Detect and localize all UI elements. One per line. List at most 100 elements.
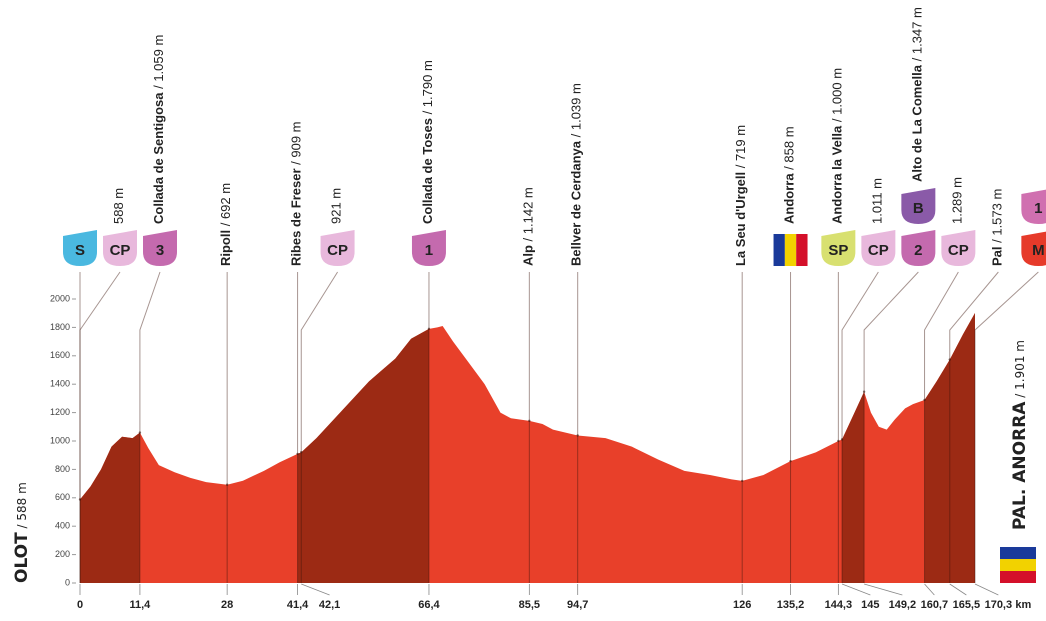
flag-stripe <box>1000 547 1036 559</box>
waypoint-label: La Seu d'Urgell / 719 m <box>734 125 749 266</box>
y-tick-label: 0 <box>65 577 70 587</box>
flag-stripe <box>1000 571 1036 583</box>
x-tick-label: 0 <box>77 599 83 611</box>
start-elevation: 588 m <box>15 482 29 520</box>
badge-text: CP <box>327 242 348 259</box>
y-tick-label: 800 <box>55 464 70 474</box>
badge <box>1021 189 1046 224</box>
finish-elevation: 1.901 m <box>1013 340 1027 390</box>
waypoint-elevation: 588 m <box>111 188 126 224</box>
separator: / <box>289 158 304 169</box>
x-tick <box>949 583 967 596</box>
finish-name: PAL. ANORRA <box>1010 401 1030 530</box>
y-tick-label: 1400 <box>50 379 70 389</box>
y-tick-label: 2000 <box>50 293 70 303</box>
waypoint-label: 1.289 m <box>950 177 965 224</box>
waypoint-name: Collada de Toses <box>420 118 435 224</box>
waypoint-point <box>78 498 82 501</box>
flag-stripe <box>1000 559 1036 571</box>
separator: / <box>569 130 584 141</box>
start-name: OLOT <box>12 532 32 583</box>
climb-segment <box>297 328 429 583</box>
y-tick-label: 600 <box>55 492 70 502</box>
waypoint-point <box>427 327 431 331</box>
badge <box>861 230 896 266</box>
x-tick-label: 160,7 <box>921 599 949 611</box>
x-tick <box>974 583 999 596</box>
waypoint-elevation: 1.347 m <box>910 7 925 54</box>
badge <box>1021 231 1046 266</box>
waypoint-name: Pal <box>990 246 1005 266</box>
flag-stripe <box>784 234 797 266</box>
start-label: OLOT / 588 m <box>12 482 32 583</box>
waypoint-elevation: 1.573 m <box>990 189 1005 236</box>
badge-text: M <box>1032 242 1045 259</box>
x-unit: km <box>1015 599 1031 611</box>
separator: / <box>734 161 749 172</box>
y-tick-label: 200 <box>55 549 70 559</box>
waypoint-point <box>740 479 744 483</box>
separator: / <box>910 54 925 65</box>
x-tick-label: 42,1 <box>319 599 340 611</box>
badge-text: CP <box>948 242 969 259</box>
waypoint-point <box>296 452 299 456</box>
badge <box>411 230 446 266</box>
waypoint-line <box>863 271 919 583</box>
waypoint-elevation: 692 m <box>219 183 234 219</box>
climb-segment <box>924 313 975 583</box>
waypoint-point <box>837 439 840 443</box>
x-tick <box>924 583 935 596</box>
separator: / <box>990 236 1005 247</box>
separator: / <box>521 234 536 245</box>
separator: / <box>219 219 234 230</box>
separator: / <box>830 115 845 126</box>
waypoint-name: Collada de Sentigosa <box>151 92 166 224</box>
waypoint-label: Bellver de Cerdanya / 1.039 m <box>569 83 584 266</box>
waypoint-elevation: 1.790 m <box>420 60 435 107</box>
x-tick-label: 135,2 <box>777 599 805 611</box>
waypoint-point <box>576 434 579 437</box>
separator: / <box>420 107 435 118</box>
waypoint-elevation: 1.059 m <box>151 35 166 82</box>
y-tick-label: 1800 <box>50 322 70 332</box>
waypoint-name: Bellver de Cerdanya <box>569 140 584 266</box>
waypoint-name: La Seu d'Urgell <box>734 172 749 266</box>
badge <box>320 230 355 266</box>
waypoint-label: 921 m <box>329 188 344 224</box>
waypoint-line <box>974 271 1039 583</box>
waypoint-label: Alp / 1.142 m <box>521 187 536 266</box>
waypoint-point <box>138 431 142 434</box>
x-tick-label: 165,5 <box>953 599 981 611</box>
waypoint-name: Ripoll <box>219 230 234 266</box>
badge-text: 3 <box>156 242 164 259</box>
waypoint-label: Alto de La Comella / 1.347 m <box>910 7 925 182</box>
separator: / <box>782 163 797 174</box>
badge-text: 1 <box>1034 200 1042 217</box>
badge <box>63 230 97 266</box>
waypoint-label: Pal / 1.573 m <box>990 189 1005 266</box>
waypoint-label: Andorra la Vella / 1.000 m <box>830 68 845 224</box>
badge <box>941 230 976 266</box>
x-tick-label: 41,4 <box>287 599 309 611</box>
waypoint-point <box>948 358 951 361</box>
waypoint-name: Ribes de Freser <box>289 168 304 266</box>
x-tick <box>863 583 903 596</box>
waypoint-point <box>862 390 866 393</box>
separator: / <box>15 521 29 533</box>
waypoint-name: Andorra la Vella <box>830 125 845 224</box>
waypoint-label: 1.011 m <box>870 178 885 224</box>
waypoint-name: Andorra <box>782 173 797 224</box>
x-tick-label: 28 <box>221 599 233 611</box>
x-tick <box>301 583 330 596</box>
waypoint-elevation: 1.011 m <box>870 178 885 224</box>
waypoint-point <box>923 398 926 402</box>
waypoint-point <box>789 459 792 463</box>
badge-text: 1 <box>425 242 433 259</box>
badge-text: SP <box>828 242 848 259</box>
y-tick-label: 1000 <box>50 435 70 445</box>
badge-text: S <box>75 242 85 259</box>
waypoint-elevation: 1.039 m <box>569 83 584 130</box>
profile-area <box>80 313 975 583</box>
waypoint-elevation: 909 m <box>289 121 304 157</box>
